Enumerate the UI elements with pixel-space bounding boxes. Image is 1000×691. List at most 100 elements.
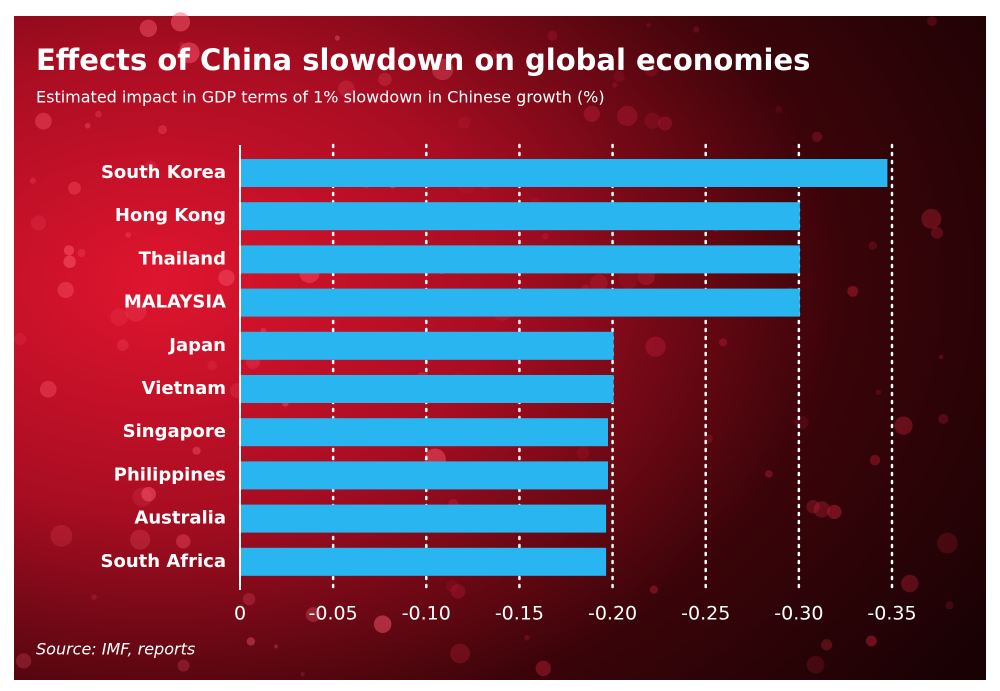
bokeh-dot (869, 454, 881, 466)
x-tick-label: -0.10 (402, 603, 451, 625)
bokeh-dot (645, 336, 666, 357)
bokeh-dot (57, 281, 74, 299)
bokeh-dot (847, 285, 859, 297)
bokeh-dot (77, 248, 86, 258)
bokeh-dot (29, 177, 37, 184)
bar (241, 245, 800, 274)
bokeh-dot (177, 659, 190, 672)
bokeh-dot (489, 49, 499, 59)
bar (241, 331, 614, 360)
bokeh-dot (827, 504, 842, 520)
category-label: South Korea (101, 162, 226, 183)
bar (241, 504, 607, 533)
bokeh-dot (132, 487, 152, 507)
bokeh-dot (139, 19, 158, 38)
bokeh-dot (821, 639, 833, 651)
bokeh-dot (806, 655, 825, 674)
bokeh-dot (765, 470, 773, 478)
bokeh-dot (63, 255, 76, 268)
bokeh-dot (450, 643, 471, 664)
bokeh-dot (644, 112, 661, 130)
bokeh-dot (50, 524, 73, 547)
bokeh-dot (179, 41, 185, 48)
bokeh-dot (130, 529, 151, 550)
bokeh-dot (875, 389, 882, 396)
bokeh-dot (547, 30, 558, 41)
chart-subtitle: Estimated impact in GDP terms of 1% slow… (36, 88, 605, 107)
bokeh-dot (894, 416, 913, 435)
bokeh-dot (30, 215, 47, 231)
bokeh-dot (693, 26, 700, 33)
bokeh-dot (644, 63, 658, 77)
bokeh-dot (921, 208, 942, 229)
bokeh-dot (218, 269, 235, 286)
bar (241, 202, 800, 231)
bokeh-dot (141, 486, 156, 502)
bokeh-dot (583, 105, 600, 123)
bar (241, 547, 607, 576)
bokeh-dot (646, 22, 651, 28)
x-tick-label: -0.25 (681, 603, 730, 625)
bokeh-dot (901, 574, 919, 593)
bokeh-dot (125, 300, 147, 322)
bokeh-dot (14, 332, 27, 346)
bokeh-dot (445, 579, 458, 592)
bokeh-dot (305, 607, 321, 622)
bokeh-dot (35, 112, 52, 130)
bokeh-dot (524, 634, 530, 641)
bokeh-dot (931, 226, 943, 239)
category-label: Thailand (139, 248, 226, 269)
bokeh-dot (719, 338, 728, 347)
x-tick-label: -0.15 (495, 603, 544, 625)
bokeh-dot (945, 601, 954, 610)
bokeh-dot (658, 116, 673, 131)
bokeh-dot (927, 16, 937, 27)
bokeh-dot (576, 446, 590, 460)
bar (241, 418, 608, 447)
x-tick-label: -0.30 (774, 603, 823, 625)
bokeh-dot (541, 233, 549, 240)
bokeh-dot (91, 594, 97, 600)
bokeh-dot (192, 446, 201, 455)
bokeh-dot (84, 122, 91, 129)
category-label: South Africa (101, 551, 226, 572)
bokeh-dot (338, 80, 355, 97)
bokeh-dot (170, 12, 191, 32)
bokeh-dot (95, 110, 102, 118)
bokeh-dot (144, 160, 157, 173)
bokeh-dot (373, 615, 392, 633)
bokeh-dot (117, 339, 129, 351)
bokeh-dot (865, 635, 877, 647)
bokeh-dot (63, 245, 75, 256)
bokeh-dot (431, 58, 454, 81)
bokeh-dot (178, 42, 200, 64)
bokeh-dot (207, 360, 217, 371)
bar (241, 461, 608, 490)
bokeh-dot (617, 105, 638, 127)
bokeh-dot (378, 72, 392, 86)
bar (241, 375, 614, 403)
bokeh-dot (450, 584, 466, 599)
bokeh-dot (457, 116, 471, 129)
category-label: Vietnam (142, 378, 226, 399)
bokeh-dot (868, 241, 878, 250)
category-label: Singapore (123, 421, 226, 442)
bokeh-dot (813, 501, 831, 518)
bokeh-dot (936, 532, 958, 554)
bar (241, 288, 800, 317)
bokeh-dot (806, 500, 820, 514)
bokeh-dot (158, 125, 168, 135)
bokeh-dot (242, 592, 256, 606)
category-label: Hong Kong (115, 205, 226, 226)
bokeh-dot (300, 671, 305, 677)
bokeh-dot (15, 653, 32, 669)
bokeh-dot (649, 585, 658, 594)
category-label: Philippines (114, 464, 226, 485)
bokeh-dot (938, 414, 949, 425)
bokeh-dot (273, 644, 279, 649)
bokeh-dot (590, 274, 608, 292)
bokeh-dot (246, 637, 256, 646)
x-tick-label: -0.20 (588, 603, 637, 625)
